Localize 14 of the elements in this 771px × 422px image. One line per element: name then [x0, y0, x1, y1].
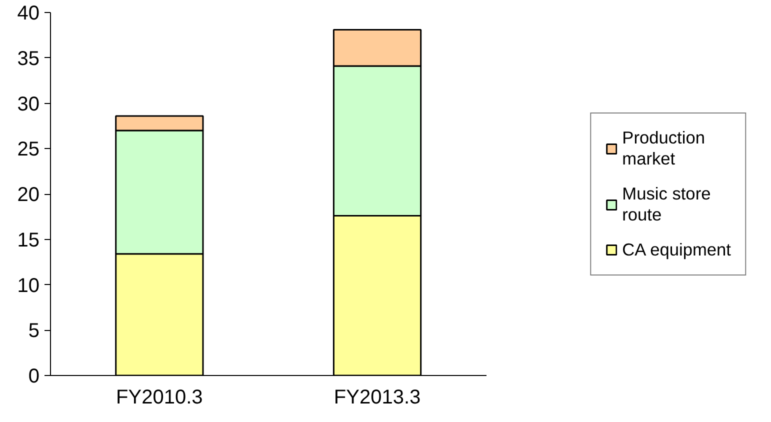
y-tick-label: 30 — [17, 93, 40, 116]
y-tick-label: 0 — [28, 366, 40, 388]
x-tick-label: FY2010.3 — [116, 386, 203, 408]
y-tick-label: 15 — [17, 229, 40, 252]
y-tick-label: 20 — [17, 184, 40, 206]
legend-label: Music store route — [622, 183, 711, 225]
x-tick-label: FY2013.3 — [334, 386, 421, 408]
legend-label: Production market — [622, 127, 705, 169]
y-tick-label: 25 — [17, 138, 40, 161]
y-tick-label: 35 — [17, 48, 40, 70]
y-tick-label: 40 — [17, 2, 40, 24]
y-tick-label: 5 — [28, 320, 40, 342]
y-tick-label: 10 — [17, 274, 40, 297]
legend-label: CA equipment — [622, 239, 731, 260]
